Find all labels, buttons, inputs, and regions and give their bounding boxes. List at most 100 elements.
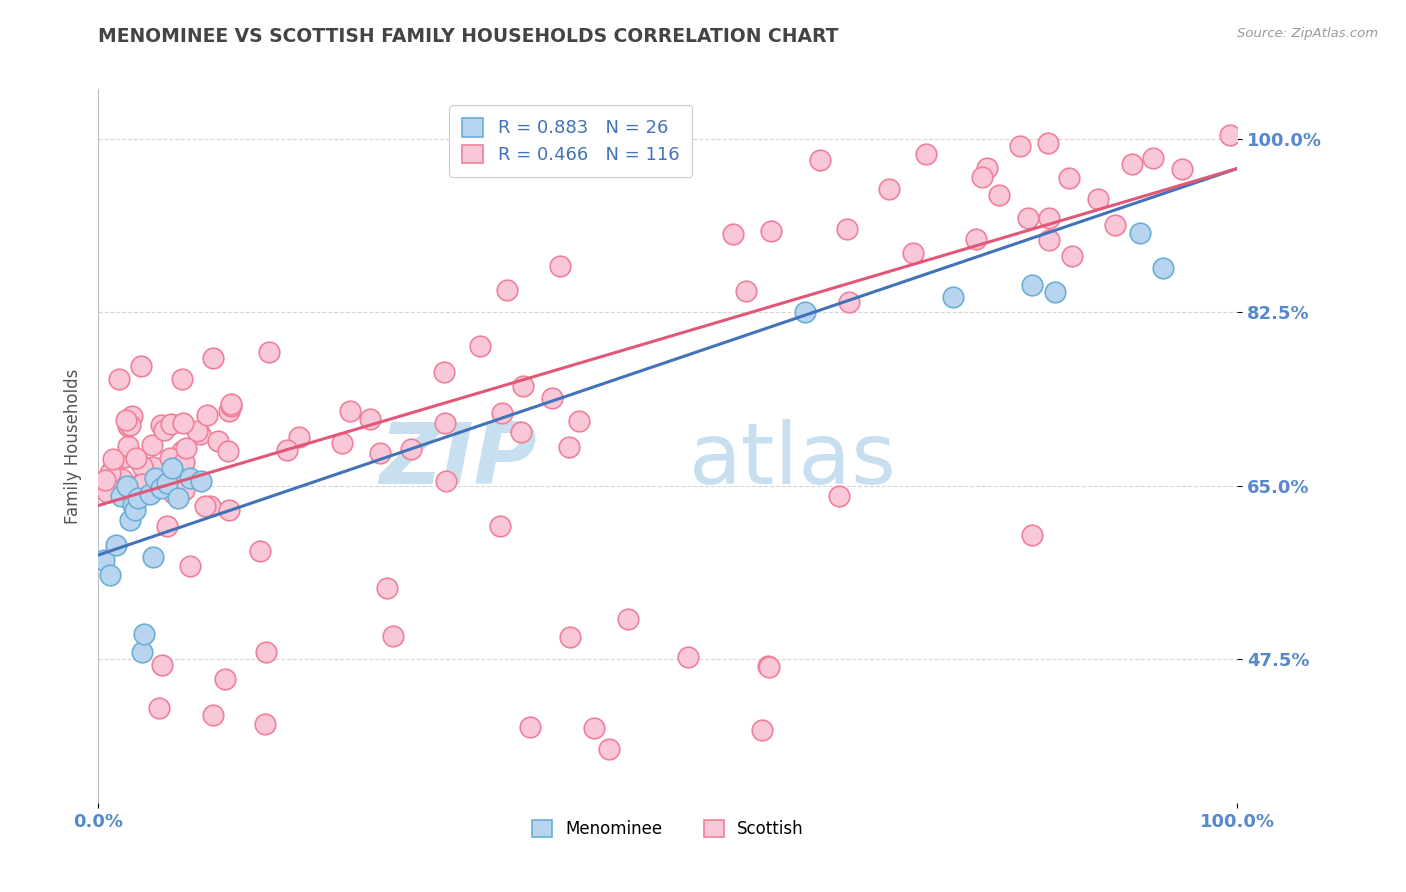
Point [568,414,591,428]
Point [1104,218,1126,232]
Point [142,459,165,474]
Point [179,471,201,485]
Point [218,503,240,517]
Point [219,396,242,410]
Point [558,630,581,644]
Point [488,519,510,533]
Point [835,222,858,236]
Point [751,723,773,737]
Point [115,412,138,426]
Point [433,365,456,379]
Point [131,459,153,474]
Point [195,409,218,423]
Point [734,284,756,298]
Point [678,650,700,665]
Point [218,403,240,417]
Point [368,445,391,459]
Point [723,227,745,242]
Point [172,444,194,458]
Point [598,742,620,756]
Point [1060,249,1083,263]
Point [838,294,860,309]
Point [1219,128,1241,142]
Point [141,438,163,452]
Y-axis label: Family Households: Family Households [63,368,82,524]
Point [217,444,239,458]
Point [254,645,277,659]
Point [96,485,118,500]
Point [510,425,533,439]
Point [188,427,211,442]
Point [100,463,122,477]
Point [172,416,194,430]
Point [104,538,127,552]
Legend: Menominee, Scottish: Menominee, Scottish [526,813,810,845]
Point [201,707,224,722]
Point [198,499,221,513]
Point [988,187,1011,202]
Point [172,457,194,471]
Point [1021,278,1043,293]
Point [101,452,124,467]
Point [375,581,398,595]
Point [108,371,131,385]
Text: ZIP: ZIP [380,418,537,502]
Point [1087,192,1109,206]
Point [1121,157,1143,171]
Point [1038,136,1060,150]
Point [330,435,353,450]
Point [114,475,136,490]
Point [173,455,195,469]
Point [127,491,149,505]
Point [193,499,215,513]
Point [98,567,121,582]
Point [1038,211,1060,226]
Point [94,473,117,487]
Point [548,259,571,273]
Point [173,477,195,491]
Point [170,444,193,458]
Point [174,441,197,455]
Point [1057,171,1080,186]
Point [125,451,148,466]
Point [121,499,143,513]
Point [287,430,309,444]
Point [179,559,201,574]
Point [1010,139,1032,153]
Point [434,474,457,488]
Point [114,450,136,465]
Point [828,489,851,503]
Point [115,478,138,492]
Point [98,466,121,480]
Point [172,372,194,386]
Point [558,440,581,454]
Point [1152,260,1174,275]
Point [156,475,179,490]
Point [965,232,987,246]
Point [111,472,134,486]
Point [131,476,153,491]
Point [153,423,176,437]
Point [162,460,184,475]
Point [132,627,155,641]
Point [793,305,815,319]
Point [120,418,142,433]
Point [219,399,242,413]
Text: MENOMINEE VS SCOTTISH FAMILY HOUSEHOLDS CORRELATION CHART: MENOMINEE VS SCOTTISH FAMILY HOUSEHOLDS … [98,27,839,45]
Point [190,474,212,488]
Point [276,442,298,457]
Point [1017,211,1039,225]
Point [150,658,173,673]
Point [138,486,160,500]
Point [470,339,492,353]
Point [758,659,780,673]
Point [121,409,143,423]
Point [202,351,225,366]
Point [1129,226,1152,240]
Point [117,439,139,453]
Point [214,672,236,686]
Point [149,417,172,432]
Point [808,153,831,167]
Point [110,489,132,503]
Point [617,611,640,625]
